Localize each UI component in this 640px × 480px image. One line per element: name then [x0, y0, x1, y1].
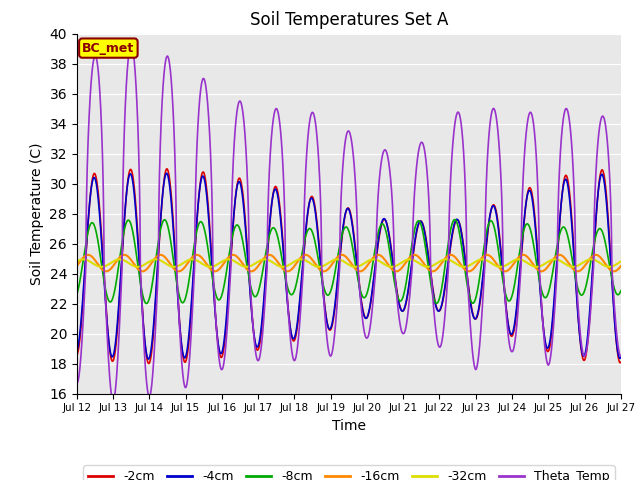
- Theta_Temp: [486, 121, 493, 127]
- -2cm: [73, 352, 81, 358]
- Theta_Temp: [617, 353, 625, 359]
- -4cm: [145, 356, 152, 362]
- Theta_Temp: [331, 334, 339, 339]
- Y-axis label: Soil Temperature (C): Soil Temperature (C): [30, 143, 44, 285]
- -2cm: [588, 291, 595, 297]
- -4cm: [617, 354, 625, 360]
- -4cm: [471, 316, 479, 322]
- Legend: -2cm, -4cm, -8cm, -16cm, -32cm, Theta_Temp: -2cm, -4cm, -8cm, -16cm, -32cm, Theta_Te…: [83, 465, 614, 480]
- -8cm: [258, 274, 266, 279]
- -2cm: [617, 360, 625, 365]
- Theta_Temp: [73, 380, 81, 386]
- -2cm: [258, 325, 266, 331]
- Title: Soil Temperatures Set A: Soil Temperatures Set A: [250, 11, 448, 29]
- -2cm: [471, 316, 479, 322]
- -16cm: [258, 258, 266, 264]
- -4cm: [486, 213, 493, 218]
- -16cm: [486, 253, 493, 259]
- -8cm: [588, 255, 595, 261]
- -4cm: [73, 348, 81, 354]
- Theta_Temp: [471, 364, 479, 370]
- Line: -4cm: -4cm: [77, 173, 621, 359]
- -16cm: [594, 252, 602, 258]
- -16cm: [617, 263, 625, 269]
- Line: -16cm: -16cm: [77, 255, 621, 271]
- Line: -8cm: -8cm: [77, 220, 621, 303]
- -2cm: [163, 166, 171, 172]
- -8cm: [486, 218, 493, 224]
- -32cm: [73, 259, 81, 264]
- -16cm: [266, 252, 273, 258]
- -4cm: [258, 320, 266, 325]
- -16cm: [331, 258, 339, 264]
- -4cm: [588, 285, 595, 291]
- -4cm: [594, 190, 602, 196]
- -8cm: [471, 299, 479, 304]
- Theta_Temp: [109, 398, 117, 404]
- -8cm: [451, 217, 458, 223]
- -2cm: [145, 360, 152, 366]
- -8cm: [617, 288, 625, 294]
- -4cm: [163, 170, 170, 176]
- -32cm: [170, 264, 178, 270]
- -16cm: [73, 263, 81, 269]
- -8cm: [330, 273, 338, 279]
- -32cm: [258, 257, 266, 263]
- -16cm: [588, 254, 595, 260]
- -8cm: [594, 227, 602, 233]
- Line: -2cm: -2cm: [77, 169, 621, 363]
- -2cm: [331, 309, 339, 315]
- -32cm: [486, 259, 493, 265]
- -2cm: [486, 214, 493, 219]
- X-axis label: Time: Time: [332, 419, 366, 433]
- -32cm: [617, 259, 625, 264]
- Theta_Temp: [127, 42, 135, 48]
- -8cm: [73, 292, 81, 298]
- -16cm: [471, 264, 479, 270]
- Line: -32cm: -32cm: [77, 259, 621, 267]
- -32cm: [331, 257, 339, 263]
- Theta_Temp: [258, 339, 266, 345]
- -32cm: [588, 256, 595, 262]
- Theta_Temp: [594, 138, 602, 144]
- -2cm: [594, 190, 602, 195]
- -32cm: [594, 259, 602, 264]
- Line: Theta_Temp: Theta_Temp: [77, 45, 621, 401]
- -16cm: [248, 268, 255, 274]
- -4cm: [331, 306, 339, 312]
- -32cm: [471, 259, 479, 265]
- Text: BC_met: BC_met: [82, 42, 134, 55]
- -8cm: [143, 300, 150, 306]
- Theta_Temp: [588, 298, 595, 303]
- -32cm: [188, 256, 196, 262]
